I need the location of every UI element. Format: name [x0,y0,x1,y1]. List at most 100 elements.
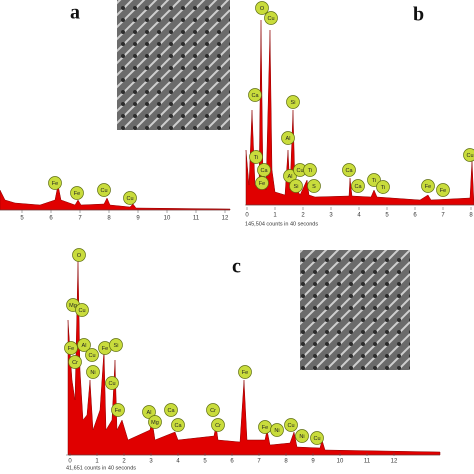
x-tick-label: 12 [222,216,229,222]
element-label: Fe [68,346,74,352]
x-tick-label: 6 [230,459,234,465]
element-tag [109,338,123,352]
element-label: Cu [108,381,115,387]
caption: 41,651 counts in 40 seconds [66,465,136,471]
x-tick-label: 9 [136,216,140,222]
x-tick-label: 11 [193,216,200,222]
element-label: Cr [72,360,78,366]
x-tick-label: 8 [284,459,288,465]
element-label: Fe [52,181,58,187]
x-tick-label: 7 [441,213,445,219]
x-tick-label: 5 [203,459,207,465]
element-tag [303,163,317,177]
element-label: Mg [151,420,159,426]
element-tag [85,348,99,362]
element-tag [255,1,269,15]
element-label: Ca [260,168,268,174]
spectrum [245,19,474,206]
element-label: Fe [102,346,108,352]
element-tag [142,405,156,419]
element-label: Ti [254,155,258,161]
element-tag [284,418,298,432]
element-tag [64,341,78,355]
element-tag [68,355,82,369]
element-label: Fe [425,184,431,190]
element-label: Cu [296,168,303,174]
element-tag [171,418,185,432]
spectrum [0,184,231,211]
x-tick-label: 4 [176,459,180,465]
element-label: Ti [381,185,385,191]
element-label: Al [288,174,293,180]
element-label: Al [82,343,87,349]
element-label: Ca [251,93,259,99]
element-tag [463,148,474,162]
element-label: Ti [372,178,376,184]
element-tag [211,418,225,432]
element-tag [295,429,309,443]
element-label: Ni [274,428,279,434]
x-tick-label: 10 [337,459,344,465]
element-label: O [260,6,265,12]
x-tick-label: 0 [68,459,72,465]
element-label: Fe [440,188,446,194]
element-tag [75,303,89,317]
element-tag [248,88,262,102]
element-tag [270,423,284,437]
element-label: Cr [215,423,221,429]
panel-label: b [413,4,424,26]
element-label: Ca [345,168,353,174]
element-label: Ca [354,184,362,190]
element-label: Mg [69,303,77,309]
element-tag [105,376,119,390]
element-tag [367,173,381,187]
x-tick-label: 6 [413,213,417,219]
element-label: Al [147,410,152,416]
x-tick-label: 0 [245,213,249,219]
x-tick-label: 1 [95,459,99,465]
element-tag [77,338,91,352]
x-tick-label: 2 [122,459,126,465]
x-tick-label: 7 [257,459,261,465]
element-tag [421,179,435,193]
element-tag [111,403,125,417]
panel-label: c [232,256,241,278]
x-tick-label: 8 [469,213,473,219]
element-label: Fe [242,370,248,376]
element-tag [286,95,300,109]
x-tick-label: 1 [273,213,277,219]
element-label: Cu [88,353,95,359]
element-label: O [77,253,82,259]
x-tick-label: 3 [329,213,333,219]
element-label: Fe [262,425,268,431]
x-tick-label: 10 [164,216,171,222]
element-tag [206,403,220,417]
element-label: Cu [100,188,107,194]
element-tag [307,179,321,193]
element-tag [342,163,356,177]
element-label: Si [291,100,296,106]
element-label: Si [114,343,119,349]
x-tick-label: 5 [20,216,24,222]
x-tick-label: 5 [385,213,389,219]
x-tick-label: 8 [107,216,111,222]
element-tag [351,179,365,193]
element-label: Ca [174,423,182,429]
element-label: Si [294,184,299,190]
x-tick-label: 11 [364,459,371,465]
caption: 145,504 counts in 40 seconds [245,221,318,227]
spectrum [67,259,441,456]
element-label: Fe [115,408,121,414]
element-tag [238,365,252,379]
element-tag [249,150,263,164]
element-label: Al [286,136,291,142]
element-label: Cu [267,16,274,22]
element-label: Fe [259,181,265,187]
element-tag [123,191,137,205]
panel-label: a [70,2,80,24]
element-tag [376,180,390,194]
element-label: Fe [74,191,80,197]
element-tag [97,183,111,197]
x-tick-label: 9 [311,459,315,465]
